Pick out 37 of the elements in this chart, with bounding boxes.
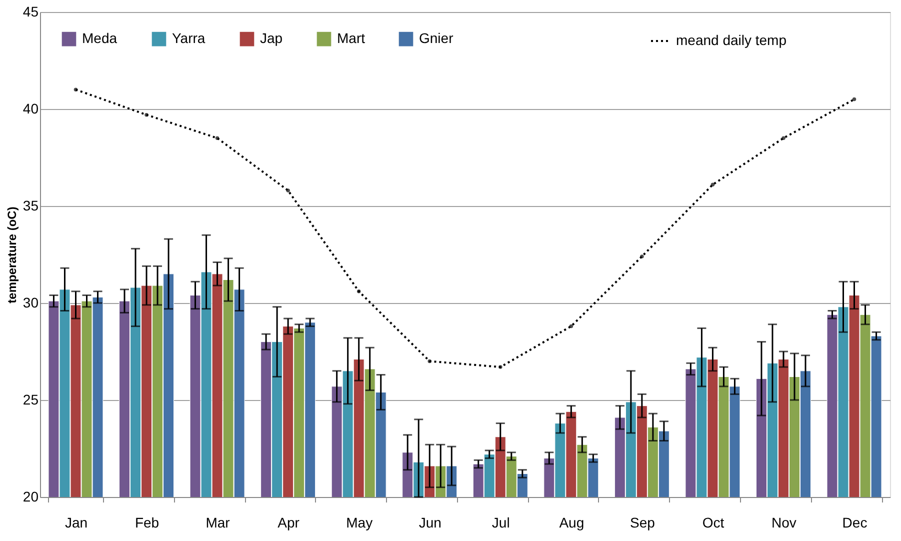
x-tick-label: Sep	[630, 514, 656, 530]
x-tick-label: Mar	[206, 514, 230, 530]
x-tick-label: Aug	[559, 514, 584, 530]
point	[710, 182, 715, 187]
x-tick-label: Nov	[772, 514, 796, 530]
legend-label: Yarra	[172, 30, 206, 46]
x-tick-label: Jan	[64, 514, 88, 530]
x-tick-label: Jun	[418, 514, 442, 530]
y-tick-label: 20	[22, 488, 39, 504]
point	[286, 188, 290, 192]
point	[782, 136, 786, 140]
x-tick-label: Apr	[278, 514, 300, 530]
x-tick-label: May	[346, 514, 373, 530]
legend-label: Jap	[260, 30, 283, 46]
y-tick-label: 45	[22, 4, 39, 20]
point	[428, 359, 432, 364]
x-tick-label: Feb	[134, 514, 160, 530]
y-axis-title: temperature (oC)	[4, 206, 19, 304]
y-tick-label: 40	[22, 100, 39, 116]
y-tick-label: 35	[22, 198, 39, 214]
y-tick-label: 30	[22, 294, 39, 310]
point	[498, 365, 502, 369]
x-tick-label: Dec	[842, 514, 868, 530]
point	[356, 289, 361, 294]
legend-label: Gnier	[419, 30, 454, 46]
y-tick-label: 25	[22, 392, 39, 408]
legend-label: Meda	[82, 30, 118, 46]
point	[852, 97, 856, 102]
point	[569, 324, 574, 328]
point	[640, 254, 644, 258]
x-tick-label: Oct	[702, 514, 724, 530]
legend-label: meand daily temp	[676, 32, 787, 48]
point	[215, 136, 220, 140]
legend-label: Mart	[337, 30, 366, 46]
point	[74, 88, 78, 92]
point	[144, 112, 148, 117]
x-tick-label: Jul	[492, 514, 510, 530]
